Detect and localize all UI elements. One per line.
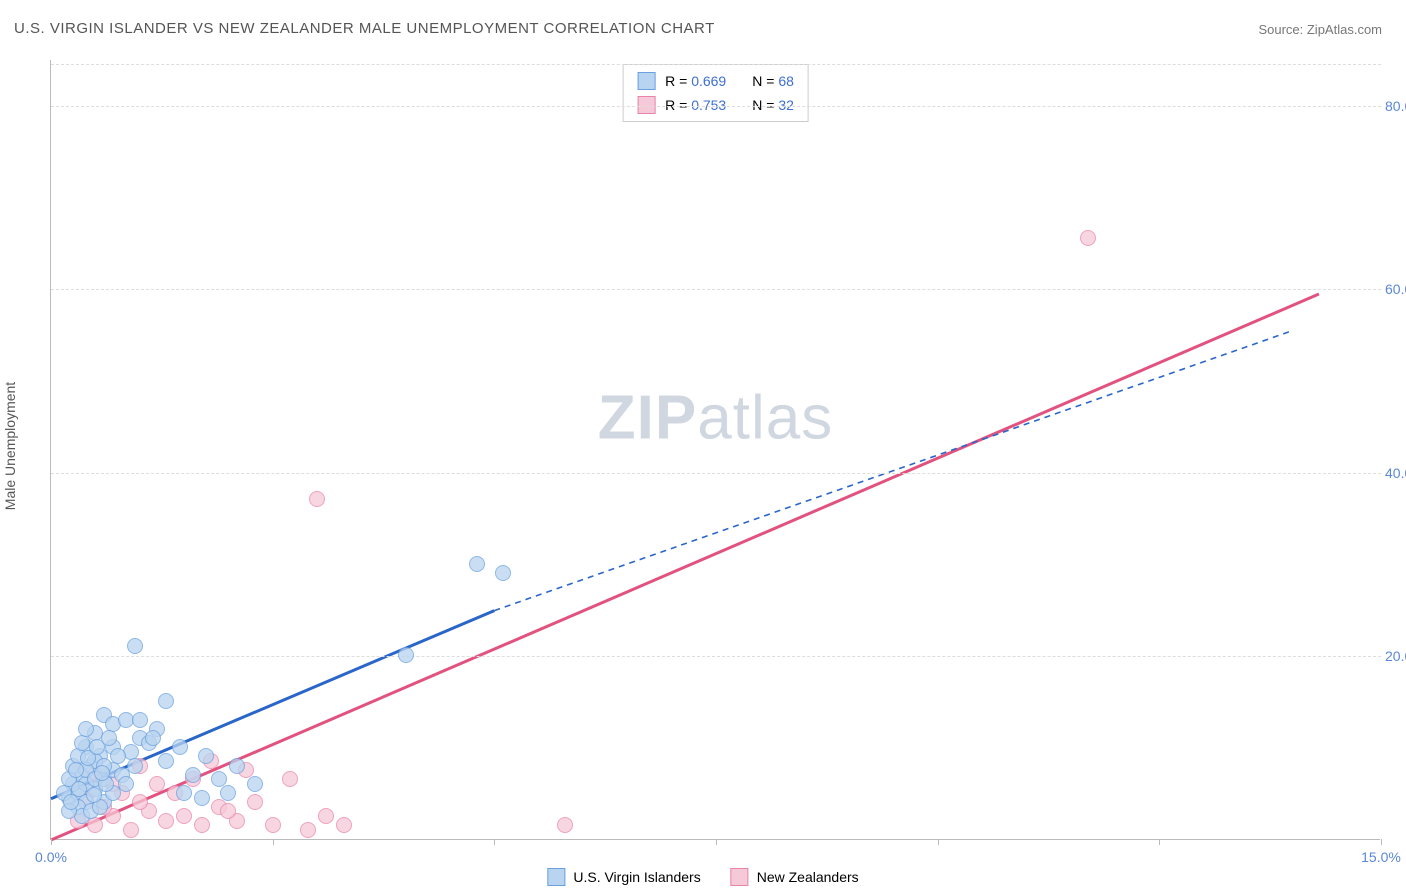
data-point (557, 817, 573, 833)
legend-label-1: U.S. Virgin Islanders (573, 869, 700, 885)
data-point (145, 730, 161, 746)
data-point (229, 758, 245, 774)
data-point (63, 794, 79, 810)
data-point (68, 762, 84, 778)
data-point (247, 794, 263, 810)
data-point (469, 556, 485, 572)
gridline (51, 289, 1381, 290)
data-point (158, 753, 174, 769)
swatch-series1-icon (637, 72, 655, 90)
data-point (176, 808, 192, 824)
n-label-1: N = 68 (752, 73, 794, 89)
source-label: Source: ZipAtlas.com (1258, 22, 1382, 37)
plot-area: ZIPatlas R = 0.669 N = 68 R = 0.753 N = … (50, 60, 1380, 840)
data-point (132, 712, 148, 728)
data-point (94, 765, 110, 781)
gridline (51, 656, 1381, 657)
swatch-series1-icon (547, 868, 565, 886)
ytick-label: 60.0% (1385, 281, 1406, 297)
data-point (149, 776, 165, 792)
ytick-label: 80.0% (1385, 98, 1406, 114)
stats-legend: R = 0.669 N = 68 R = 0.753 N = 32 (622, 64, 809, 122)
xtick (51, 839, 52, 845)
xtick (1381, 839, 1382, 845)
data-point (158, 693, 174, 709)
data-point (185, 767, 201, 783)
data-point (158, 813, 174, 829)
data-point (1080, 230, 1096, 246)
trend-line (494, 331, 1292, 611)
xtick (938, 839, 939, 845)
data-point (398, 647, 414, 663)
chart-title: U.S. VIRGIN ISLANDER VS NEW ZEALANDER MA… (14, 20, 715, 37)
trend-lines-svg (51, 60, 1381, 840)
xtick (273, 839, 274, 845)
data-point (78, 721, 94, 737)
series-legend: U.S. Virgin Islanders New Zealanders (547, 868, 858, 886)
legend-item-1: U.S. Virgin Islanders (547, 868, 700, 886)
legend-label-2: New Zealanders (757, 869, 859, 885)
data-point (220, 803, 236, 819)
data-point (127, 638, 143, 654)
data-point (220, 785, 236, 801)
data-point (300, 822, 316, 838)
data-point (282, 771, 298, 787)
data-point (194, 790, 210, 806)
data-point (194, 817, 210, 833)
data-point (265, 817, 281, 833)
chart-area: ZIPatlas R = 0.669 N = 68 R = 0.753 N = … (50, 60, 1380, 840)
chart-container: U.S. VIRGIN ISLANDER VS NEW ZEALANDER MA… (0, 0, 1406, 892)
data-point (336, 817, 352, 833)
ytick-label: 40.0% (1385, 465, 1406, 481)
y-axis-label: Male Unemployment (2, 382, 18, 510)
gridline (51, 106, 1381, 107)
data-point (89, 739, 105, 755)
xtick (1159, 839, 1160, 845)
data-point (176, 785, 192, 801)
ytick-label: 20.0% (1385, 648, 1406, 664)
data-point (172, 739, 188, 755)
gridline (51, 64, 1381, 65)
r-label-1: R = 0.669 (665, 73, 726, 89)
xtick-label: 15.0% (1361, 849, 1401, 865)
data-point (495, 565, 511, 581)
legend-item-2: New Zealanders (731, 868, 859, 886)
xtick (716, 839, 717, 845)
data-point (247, 776, 263, 792)
swatch-series2-icon (731, 868, 749, 886)
data-point (86, 787, 102, 803)
stats-row-1: R = 0.669 N = 68 (637, 69, 794, 93)
xtick-label: 0.0% (35, 849, 67, 865)
data-point (132, 794, 148, 810)
data-point (74, 735, 90, 751)
xtick (494, 839, 495, 845)
data-point (309, 491, 325, 507)
data-point (318, 808, 334, 824)
data-point (123, 822, 139, 838)
data-point (127, 758, 143, 774)
data-point (110, 748, 126, 764)
gridline (51, 473, 1381, 474)
data-point (118, 776, 134, 792)
data-point (87, 817, 103, 833)
data-point (198, 748, 214, 764)
